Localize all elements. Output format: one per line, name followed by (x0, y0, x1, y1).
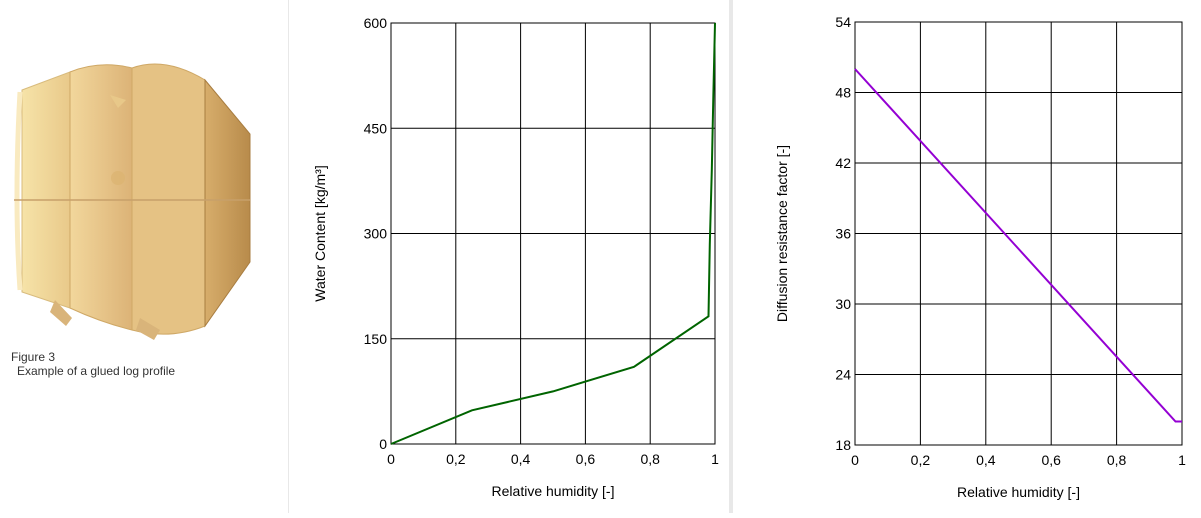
water-content-chart-panel: 0 150 300 450 600 0 0,2 0,4 0,6 0,8 1 Water Conte… (289, 0, 729, 513)
y-axis-label: Water Content [kg/m³] (312, 165, 328, 301)
log-profile-image (14, 63, 251, 340)
diffusion-resistance-chart: 18 24 30 36 42 48 54 0 0,2 0,4 0,6 0,8 1 Diffusion … (774, 14, 1186, 500)
x-axis-label: Relative humidity [-] (492, 483, 615, 499)
x-axis-label: Relative humidity [-] (957, 484, 1080, 500)
y-tick-label: 30 (835, 296, 851, 312)
y-tick-label: 42 (835, 155, 851, 171)
water-content-line (390, 22, 716, 445)
y-tick-label: 150 (364, 331, 388, 347)
x-tick-label: 0,8 (1107, 452, 1127, 468)
y-tick-label: 18 (835, 437, 851, 453)
x-tick-label: 1 (711, 451, 719, 467)
y-tick-label: 48 (835, 85, 851, 101)
figure-caption: Figure 3 Example of a glued log profile (11, 350, 175, 378)
figure-panel: Figure 3 Example of a glued log profile (0, 0, 288, 513)
y-tick-label: 600 (364, 15, 388, 31)
x-tick-label: 0,8 (640, 451, 660, 467)
water-content-chart: 0 150 300 450 600 0 0,2 0,4 0,6 0,8 1 Water Conte… (312, 15, 719, 499)
x-tick-label: 0,6 (1041, 452, 1061, 468)
x-tick-label: 0 (387, 451, 395, 467)
caption-title: Figure 3 (11, 350, 56, 364)
caption-text: Example of a glued log profile (17, 364, 176, 378)
y-tick-label: 54 (835, 14, 851, 30)
plot-frame (854, 21, 1183, 446)
y-tick-label: 0 (379, 436, 387, 452)
y-tick-label: 24 (835, 367, 851, 383)
x-tick-label: 0,6 (576, 451, 596, 467)
plot-frame (390, 22, 716, 445)
diffusion-resistance-chart-panel: 18 24 30 36 42 48 54 0 0,2 0,4 0,6 0,8 1 Diffusion … (733, 0, 1201, 513)
panel-separator (729, 0, 733, 513)
x-tick-label: 0 (851, 452, 859, 468)
diffusion-resistance-line (854, 68, 1182, 423)
x-tick-label: 0,2 (911, 452, 931, 468)
y-tick-label: 450 (364, 120, 388, 136)
x-tick-label: 0,4 (976, 452, 996, 468)
y-axis-label: Diffusion resistance factor [-] (774, 145, 790, 322)
x-tick-label: 0,4 (511, 451, 531, 467)
y-tick-label: 300 (364, 226, 388, 242)
x-tick-label: 0,2 (446, 451, 466, 467)
x-tick-label: 1 (1178, 452, 1186, 468)
y-tick-label: 36 (835, 226, 851, 242)
